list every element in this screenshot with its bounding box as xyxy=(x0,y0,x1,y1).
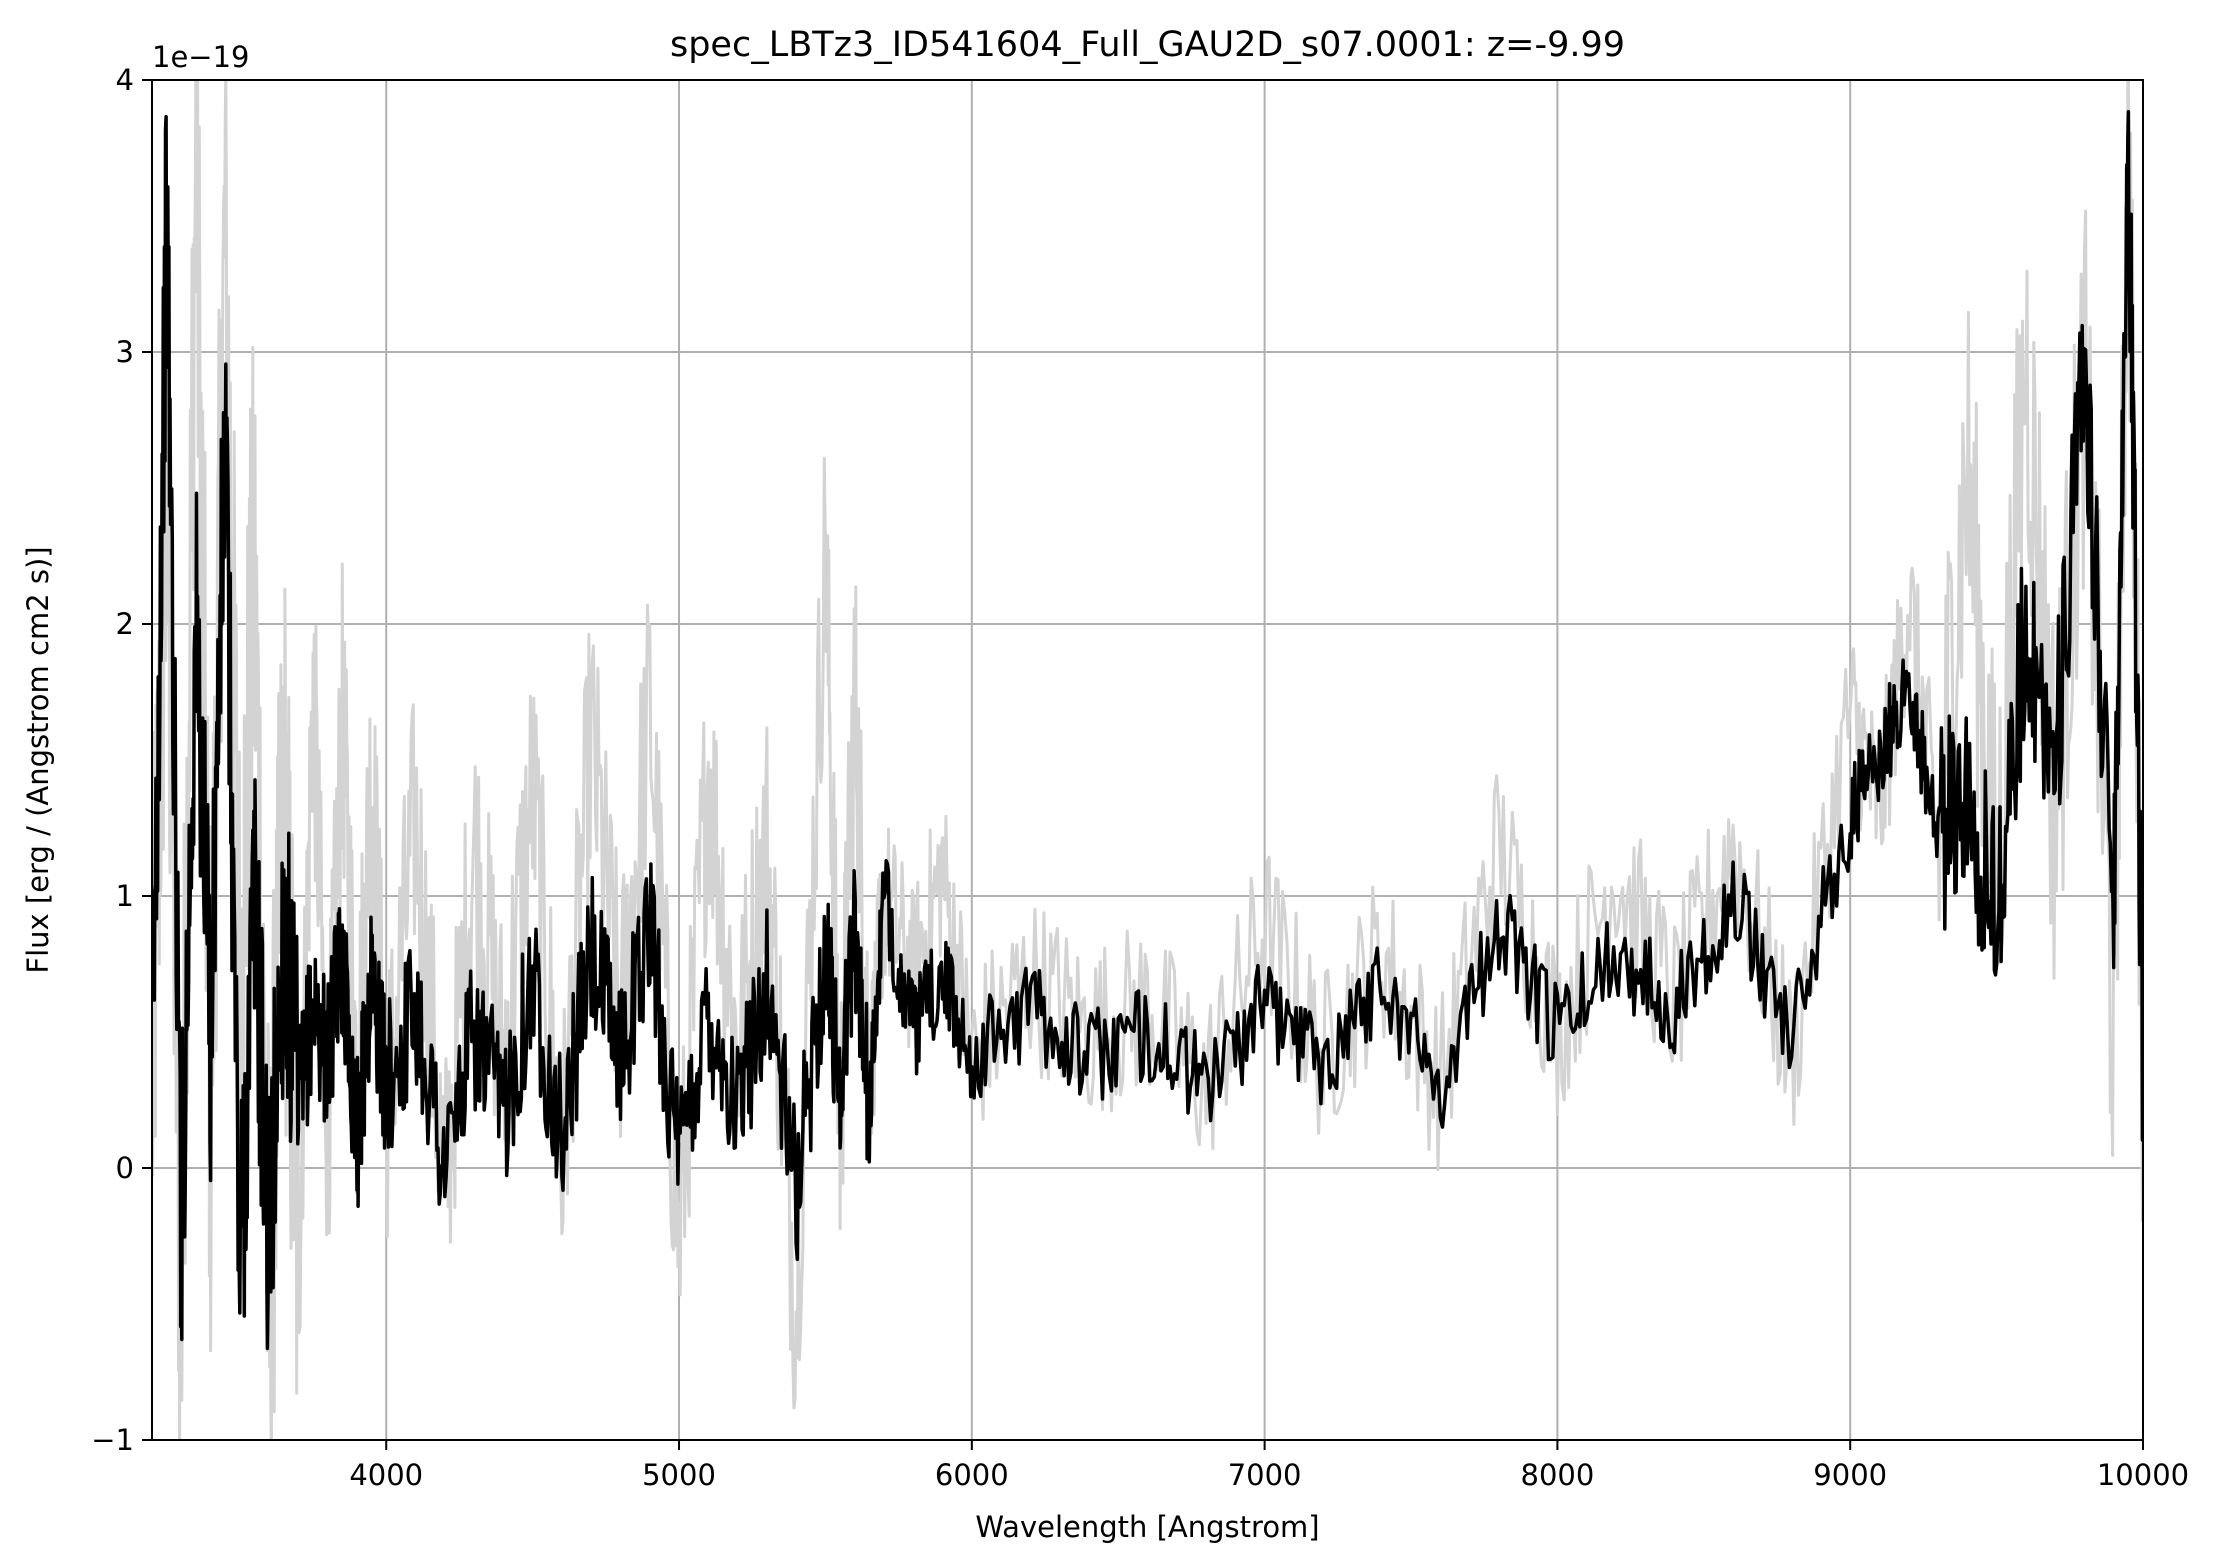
series-layer xyxy=(152,80,2143,1440)
y-tick-label: 0 xyxy=(116,1151,134,1185)
y-tick-label: 4 xyxy=(116,63,134,97)
x-axis-label: Wavelength [Angstrom] xyxy=(975,1510,1319,1544)
y-tick-label: −1 xyxy=(91,1423,134,1457)
x-tick-label: 10000 xyxy=(2097,1458,2189,1492)
x-tick-label: 9000 xyxy=(1813,1458,1887,1492)
y-axis-offset-label: 1e−19 xyxy=(152,40,250,74)
y-tick-label: 3 xyxy=(116,335,134,369)
x-tick-label: 8000 xyxy=(1521,1458,1595,1492)
x-tick-label: 5000 xyxy=(642,1458,716,1492)
flux-series-line xyxy=(152,109,2143,1351)
y-tick-label: 1 xyxy=(116,879,134,913)
chart-title: spec_LBTz3_ID541604_Full_GAU2D_s07.0001:… xyxy=(670,25,1625,65)
x-tick-label: 6000 xyxy=(935,1458,1009,1492)
y-axis-label: Flux [erg / (Angstrom cm2 s)] xyxy=(21,546,55,973)
plot-frame xyxy=(151,79,2144,1441)
error-series-line xyxy=(152,80,2143,1440)
y-tick-label: 2 xyxy=(116,607,134,641)
grid xyxy=(152,80,2143,1440)
x-axis-ticks: 4000 5000 6000 7000 8000 9000 10000 xyxy=(349,1440,2189,1492)
y-axis-ticks: −1 0 1 2 3 4 xyxy=(91,63,152,1457)
x-tick-label: 4000 xyxy=(349,1458,423,1492)
x-tick-label: 7000 xyxy=(1228,1458,1302,1492)
